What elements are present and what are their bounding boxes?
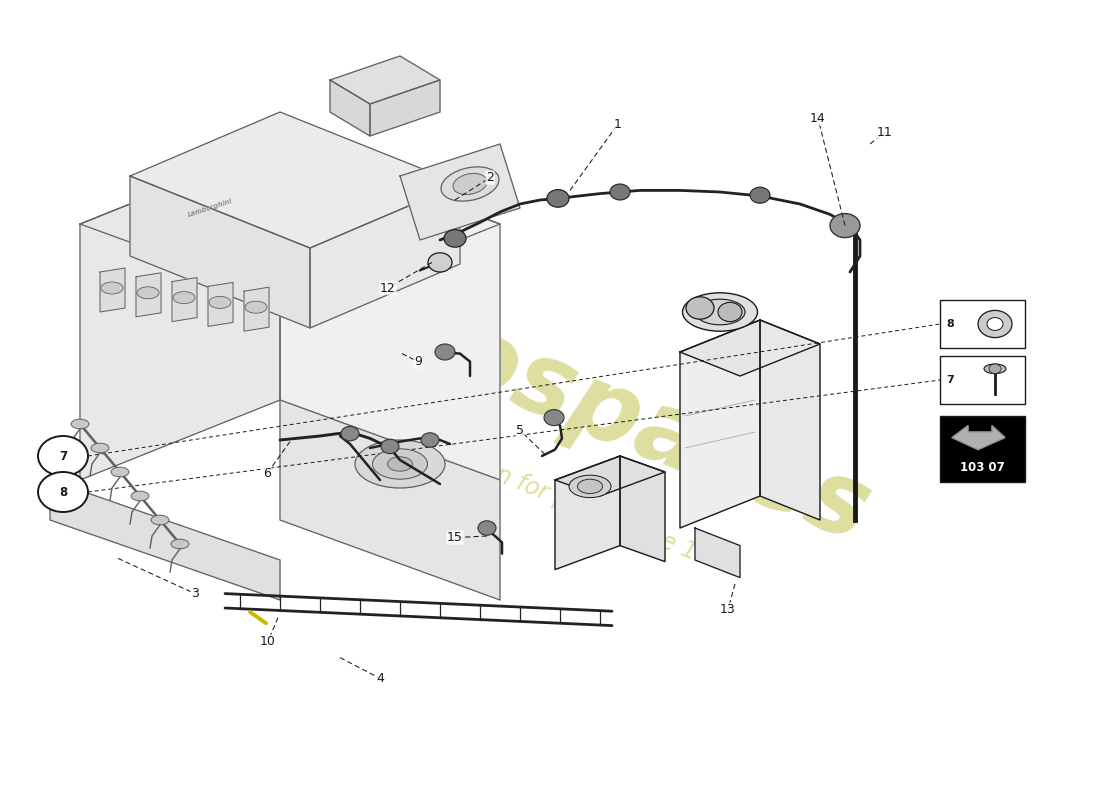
Text: 2: 2	[486, 171, 494, 184]
Text: 13: 13	[720, 603, 736, 616]
Polygon shape	[695, 528, 740, 578]
Circle shape	[989, 364, 1001, 374]
Circle shape	[444, 230, 466, 247]
Circle shape	[830, 214, 860, 238]
Ellipse shape	[984, 364, 1006, 374]
Circle shape	[341, 426, 359, 441]
Circle shape	[39, 472, 88, 512]
Polygon shape	[244, 287, 270, 331]
Ellipse shape	[151, 515, 169, 525]
Polygon shape	[680, 320, 760, 528]
Text: 103 07: 103 07	[960, 461, 1005, 474]
Circle shape	[610, 184, 630, 200]
Text: 14: 14	[810, 112, 826, 125]
Circle shape	[978, 310, 1012, 338]
Text: 6: 6	[263, 467, 271, 480]
Polygon shape	[130, 112, 460, 248]
Ellipse shape	[695, 299, 745, 325]
Ellipse shape	[170, 539, 189, 549]
Ellipse shape	[682, 293, 758, 331]
Circle shape	[381, 439, 399, 454]
Text: Lamborghini: Lamborghini	[187, 198, 233, 218]
Circle shape	[39, 436, 88, 476]
Ellipse shape	[245, 301, 267, 313]
Ellipse shape	[209, 296, 231, 308]
Polygon shape	[330, 80, 370, 136]
Polygon shape	[330, 56, 440, 104]
Circle shape	[987, 318, 1003, 330]
Polygon shape	[556, 456, 620, 570]
Ellipse shape	[91, 443, 109, 453]
Polygon shape	[280, 144, 500, 480]
Text: 12: 12	[381, 282, 396, 294]
Polygon shape	[400, 144, 520, 240]
Text: a passion for parts since 1985: a passion for parts since 1985	[403, 426, 741, 582]
Text: 3: 3	[191, 587, 199, 600]
Ellipse shape	[441, 167, 499, 201]
Text: 10: 10	[260, 635, 276, 648]
Text: 11: 11	[877, 126, 893, 138]
Circle shape	[547, 190, 569, 207]
Ellipse shape	[578, 479, 603, 494]
Polygon shape	[50, 480, 280, 600]
Text: 8: 8	[946, 319, 954, 329]
Ellipse shape	[72, 419, 89, 429]
Text: 7: 7	[59, 450, 67, 462]
Polygon shape	[310, 184, 460, 328]
Polygon shape	[208, 282, 233, 326]
Text: 8: 8	[59, 486, 67, 498]
Polygon shape	[556, 456, 666, 496]
Text: 4: 4	[376, 672, 384, 685]
Ellipse shape	[131, 491, 149, 501]
Ellipse shape	[453, 174, 487, 194]
Text: 5: 5	[516, 424, 524, 437]
Circle shape	[421, 433, 439, 447]
Ellipse shape	[355, 440, 446, 488]
Polygon shape	[680, 320, 820, 376]
Ellipse shape	[101, 282, 123, 294]
Bar	[940, 356, 1025, 404]
Polygon shape	[172, 278, 197, 322]
Circle shape	[750, 187, 770, 203]
Bar	[940, 416, 1025, 482]
Polygon shape	[620, 456, 666, 562]
Polygon shape	[370, 80, 440, 136]
Ellipse shape	[111, 467, 129, 477]
Polygon shape	[136, 273, 161, 317]
Ellipse shape	[387, 457, 412, 471]
Polygon shape	[80, 144, 280, 480]
Text: 1: 1	[614, 118, 622, 130]
Polygon shape	[952, 426, 1005, 450]
Text: 7: 7	[946, 375, 954, 385]
Ellipse shape	[173, 292, 195, 304]
Circle shape	[478, 521, 496, 535]
Polygon shape	[100, 268, 125, 312]
Text: eurospares: eurospares	[261, 237, 883, 563]
Polygon shape	[80, 144, 500, 304]
Circle shape	[718, 302, 743, 322]
Ellipse shape	[373, 449, 428, 479]
Bar	[940, 300, 1025, 348]
Polygon shape	[760, 320, 820, 520]
Circle shape	[434, 344, 455, 360]
Polygon shape	[130, 176, 310, 328]
Text: 9: 9	[414, 355, 422, 368]
Circle shape	[544, 410, 564, 426]
Ellipse shape	[569, 475, 611, 498]
Polygon shape	[280, 400, 500, 600]
Circle shape	[686, 297, 714, 319]
Ellipse shape	[138, 286, 160, 299]
Circle shape	[835, 218, 855, 234]
Text: 15: 15	[447, 531, 463, 544]
Circle shape	[428, 253, 452, 272]
